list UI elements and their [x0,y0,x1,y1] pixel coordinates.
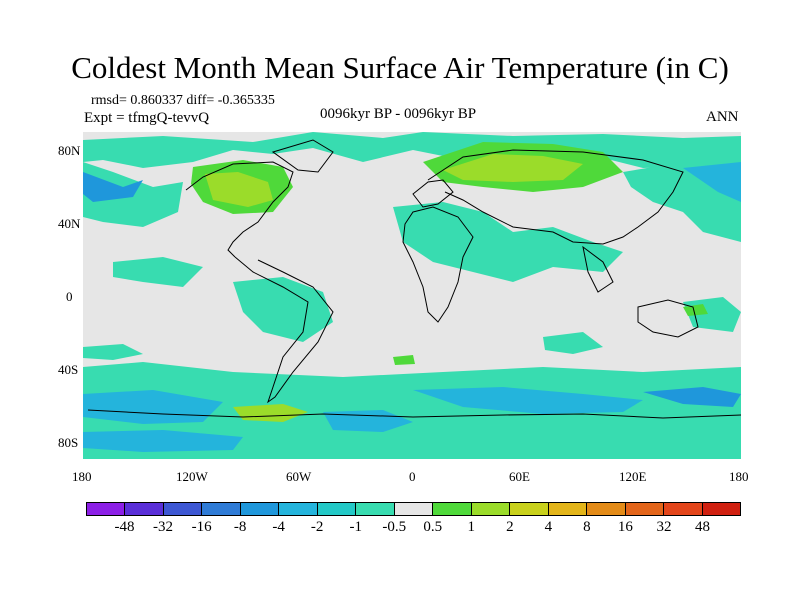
cooling-regions [83,132,741,459]
coastlines [87,139,741,419]
colorbar-tick-label: 1 [467,519,476,535]
colorbar-tick-label: 2 [506,519,514,535]
lon-label-120w: 120W [176,469,208,484]
lat-label-40n: 40N [58,216,81,231]
expt-label: Expt = tfmgQ-tevvQ [84,110,210,126]
colorbar-swatch [394,503,434,515]
colorbar-tick-label: -0.5 [382,519,407,535]
season-label: ANN [706,109,739,125]
colorbar-tick-label: -2 [310,519,324,535]
colorbar-swatch [510,503,549,515]
colorbar-swatch [202,503,241,515]
colorbar-tick-label: 8 [583,519,591,535]
lon-label-180w: 180 [72,469,92,484]
temperature-map [83,132,741,459]
colorbar-tick-label: -48 [114,519,135,535]
lat-label-0: 0 [66,289,73,304]
colorbar [86,502,741,516]
colorbar-tick-label: -32 [153,519,174,535]
colorbar-swatch [433,503,472,515]
warming-regions [191,142,708,422]
colorbar-swatch [279,503,318,515]
lat-label-80n: 80N [58,143,81,158]
colorbar-swatch [87,503,126,515]
colorbar-tick-label: 0.5 [423,519,443,535]
colorbar-swatch [625,503,665,515]
colorbar-tick-label: 16 [617,519,633,535]
lon-label-120e: 120E [619,469,647,484]
colorbar-swatch [240,503,280,515]
colorbar-swatch [125,503,164,515]
colorbar-tick-label: 4 [544,519,553,535]
colorbar-tick-label: 48 [694,519,710,535]
colorbar-tick-label: -1 [349,519,362,535]
colorbar-tick-label: -16 [191,519,212,535]
colorbar-swatch [317,503,357,515]
colorbar-swatch [664,503,703,515]
lat-label-80s: 80S [58,435,79,450]
colorbar-swatch [587,503,626,515]
lon-label-0: 0 [409,469,416,484]
colorbar-swatch [548,503,588,515]
colorbar-swatch [163,503,203,515]
colorbar-tick-label: -4 [272,519,285,535]
colorbar-swatch [356,503,395,515]
lat-label-40s: 40S [58,362,79,377]
colorbar-swatch [471,503,511,515]
lon-label-60w: 60W [286,469,312,484]
map-title: Coldest Month Mean Surface Air Temperatu… [71,50,729,85]
lon-label-60e: 60E [509,469,530,484]
period-label: 0096kyr BP - 0096kyr BP [320,106,477,122]
colorbar-swatch [702,503,740,515]
lon-label-180e: 180 [729,469,749,484]
stats-label: rmsd= 0.860337 diff= -0.365335 [91,93,275,108]
colorbar-tick-label: 32 [656,519,672,535]
colorbar-tick-label: -8 [233,519,247,535]
